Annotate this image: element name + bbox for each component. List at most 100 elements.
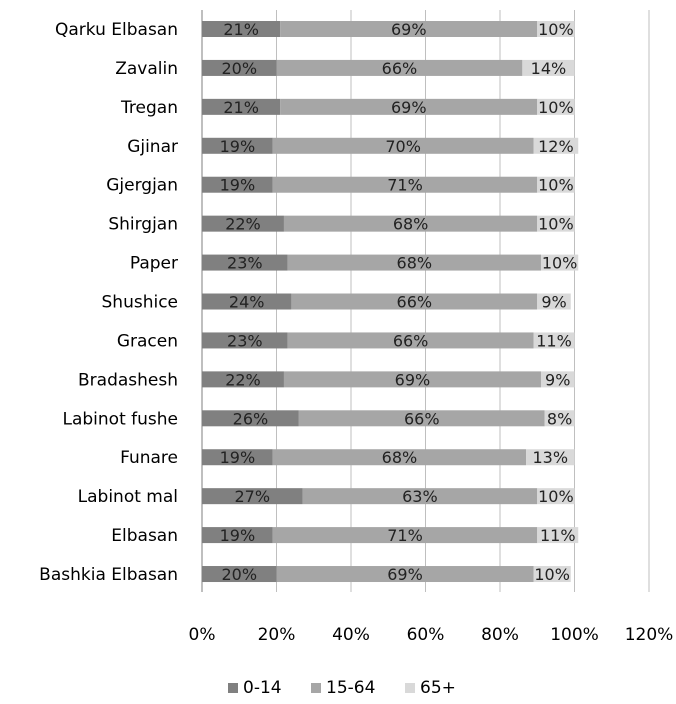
x-tick-label: 60% <box>407 625 445 645</box>
data-label: 23% <box>227 254 263 273</box>
data-label: 19% <box>220 176 256 195</box>
bar-segment <box>537 21 575 37</box>
x-tick-label: 0% <box>189 625 216 645</box>
category-label: Shushice <box>102 293 179 313</box>
data-label: 19% <box>220 137 256 156</box>
bar-segment <box>272 449 527 466</box>
data-label: 71% <box>387 176 423 195</box>
bar-segment <box>302 488 538 505</box>
category-label: Labinot fushe <box>63 409 179 429</box>
data-label: 66% <box>404 409 440 428</box>
legend-label: 65+ <box>420 678 456 698</box>
data-label: 22% <box>225 370 261 389</box>
category-label: Elbasan <box>111 526 178 546</box>
legend-label: 0-14 <box>243 678 282 698</box>
data-label: 10% <box>538 176 574 195</box>
bar-segment <box>276 59 523 76</box>
x-tick-label: 80% <box>481 625 519 645</box>
bar-segment <box>537 488 575 505</box>
bar-segment <box>287 254 541 271</box>
bar-segment <box>533 137 579 154</box>
bar-segment <box>537 176 575 193</box>
bar-segment <box>202 293 292 310</box>
category-label: Funare <box>120 448 178 468</box>
category-label: Gjinar <box>127 137 178 157</box>
data-label: 21% <box>223 20 259 39</box>
bar-segment <box>202 98 281 115</box>
data-label: 11% <box>540 526 576 545</box>
data-label: 69% <box>387 565 423 584</box>
bar-segment <box>537 215 575 232</box>
data-label: 10% <box>542 254 578 273</box>
bar-segment <box>202 488 303 505</box>
data-label: 66% <box>382 59 418 78</box>
category-label: Bashkia Elbasan <box>39 565 178 585</box>
data-label: 27% <box>235 487 271 506</box>
bar-segment <box>202 137 273 154</box>
bars: 21% 69% 10% 20% 66% 14% 21% 69% 10% 19% 70% 12% 19% 7… <box>202 20 579 584</box>
bar-segment <box>537 293 571 310</box>
data-label: 69% <box>391 98 427 117</box>
data-label: 9% <box>545 370 570 389</box>
bar-segment <box>202 332 288 349</box>
data-label: 68% <box>382 448 418 467</box>
bar-segment <box>202 254 288 271</box>
data-label: 69% <box>395 370 431 389</box>
data-label: 70% <box>385 137 421 156</box>
data-label: 71% <box>387 526 423 545</box>
bar-segment <box>202 410 299 427</box>
legend-swatch <box>405 683 415 693</box>
x-tick-label: 120% <box>625 625 674 645</box>
data-label: 68% <box>397 254 433 273</box>
bar-segment <box>202 566 277 583</box>
data-label: 23% <box>227 331 263 350</box>
x-axis-tick-labels: 0% 20% 40% 60% 80% 100% 120% <box>189 625 674 645</box>
data-label: 68% <box>393 215 429 234</box>
data-label: 10% <box>538 98 574 117</box>
legend: 0-14 15-64 65+ <box>228 678 456 698</box>
bar-segment <box>283 215 538 232</box>
bar-segment <box>272 176 538 193</box>
bar-segment <box>544 410 575 427</box>
category-label: Qarku Elbasan <box>55 20 178 40</box>
data-label: 8% <box>547 409 572 428</box>
data-label: 9% <box>541 293 566 312</box>
data-label: 21% <box>223 98 259 117</box>
data-label: 63% <box>402 487 438 506</box>
category-labels: Qarku Elbasan Zavalin Tregan Gjinar Gjergjan… <box>39 20 178 585</box>
bar-segment <box>533 566 571 583</box>
data-label: 22% <box>225 215 261 234</box>
category-label: Zavalin <box>115 59 178 79</box>
legend-swatch <box>228 683 238 693</box>
x-tick-label: 100% <box>550 625 599 645</box>
data-label: 12% <box>538 137 574 156</box>
category-label: Bradashesh <box>78 370 178 390</box>
bar-segment <box>202 527 273 544</box>
bar-segment <box>522 59 575 76</box>
bar-segment <box>202 21 281 37</box>
data-label: 10% <box>538 487 574 506</box>
bar-segment <box>202 215 284 232</box>
category-label: Tregan <box>120 98 178 118</box>
bar-segment <box>533 332 575 349</box>
bar-segment <box>283 371 541 388</box>
bar-segment <box>202 59 277 76</box>
data-label: 13% <box>533 448 569 467</box>
data-label: 69% <box>391 20 427 39</box>
legend-swatch <box>311 683 321 693</box>
bar-segment <box>280 21 538 37</box>
bar-segment <box>537 527 579 544</box>
category-label: Gjergjan <box>106 176 178 196</box>
data-label: 10% <box>538 20 574 39</box>
bar-segment <box>202 449 273 466</box>
bar-segment <box>272 137 534 154</box>
data-label: 66% <box>397 293 433 312</box>
bar-segment <box>291 293 538 310</box>
bar-segment <box>526 449 575 466</box>
bar-segment <box>280 98 538 115</box>
legend-label: 15-64 <box>326 678 375 698</box>
bar-segment <box>287 332 534 349</box>
category-label: Labinot mal <box>78 487 178 507</box>
bar-segment <box>272 527 538 544</box>
